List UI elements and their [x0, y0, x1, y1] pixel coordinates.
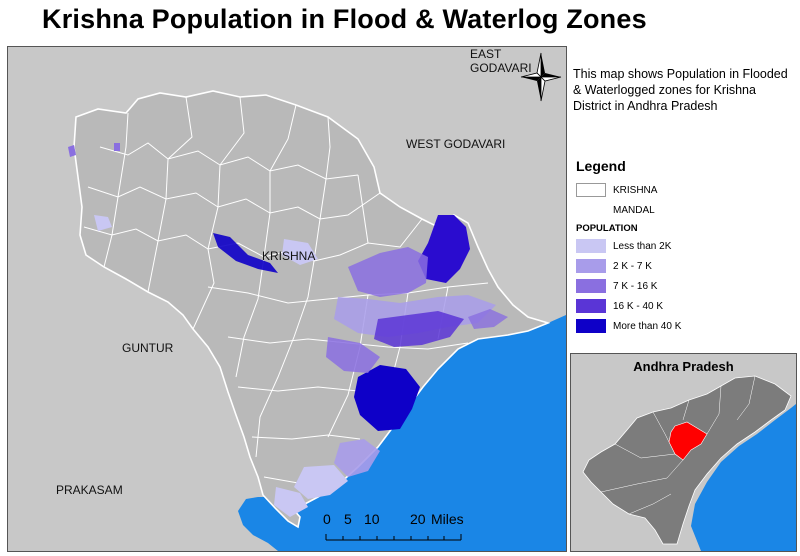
population-zones	[68, 143, 508, 517]
legend-title: Legend	[576, 158, 626, 174]
scale-tick-10: 10	[364, 511, 380, 527]
zone-less-than-2k	[294, 465, 348, 499]
legend-item-more-than-40k: More than 40 K	[576, 318, 681, 334]
legend-label: KRISHNA	[613, 184, 658, 196]
inset-district-boundaries	[600, 375, 756, 515]
inset-krishna-highlight	[668, 421, 708, 461]
legend-label: 7 K - 16 K	[613, 280, 658, 292]
scale-unit: Miles	[431, 511, 464, 527]
legend-label: 16 K - 40 K	[613, 300, 664, 312]
zone-7k-16k	[68, 145, 76, 157]
main-map-canvas	[8, 47, 566, 551]
legend-label: 2 K - 7 K	[613, 260, 652, 272]
zone-less-than-2k	[282, 239, 318, 265]
main-map[interactable]: EAST GODAVARI WEST GODAVARI KRISHNA GUNT…	[7, 46, 567, 552]
legend-item-krishna: KRISHNA	[576, 182, 657, 198]
zone-7k-16k	[114, 143, 120, 151]
scale-bar	[325, 534, 462, 541]
label-west-godavari: WEST GODAVARI	[406, 137, 506, 151]
bay-of-bengal	[238, 315, 566, 551]
legend-item-2k-7k: 2 K - 7 K	[576, 258, 652, 274]
scale-tick-5: 5	[344, 511, 352, 527]
label-krishna: KRISHNA	[262, 249, 316, 263]
zone-less-than-2k	[274, 487, 308, 517]
legend-item-less-than-2k: Less than 2K	[576, 238, 671, 254]
zone-more-than-40k	[418, 215, 470, 283]
legend-label: MANDAL	[613, 204, 655, 216]
scale-tick-20: 20	[410, 511, 426, 527]
north-arrow-icon	[520, 52, 562, 102]
legend-swatch-mandal	[576, 203, 606, 217]
legend-label: More than 40 K	[613, 320, 682, 332]
zone-7k-16k	[348, 247, 428, 297]
legend-swatch-more-than-40k	[576, 319, 606, 333]
legend-item-16k-40k: 16 K - 40 K	[576, 298, 663, 314]
zone-more-than-40k	[354, 365, 420, 431]
zone-more-than-40k	[213, 233, 278, 273]
legend-swatch-krishna	[576, 183, 606, 197]
zone-7k-16k	[468, 309, 508, 329]
map-description: This map shows Population in Flooded & W…	[573, 67, 788, 113]
zone-16k-40k	[374, 311, 464, 347]
legend-swatch-16k-40k	[576, 299, 606, 313]
legend-item-7k-16k: 7 K - 16 K	[576, 278, 657, 294]
scale-tick-0: 0	[323, 511, 331, 527]
zone-7k-16k	[326, 337, 380, 373]
legend-swatch-7k-16k	[576, 279, 606, 293]
inset-map-canvas	[571, 354, 796, 551]
inset-andhra-pradesh	[582, 375, 792, 545]
inset-sea	[691, 354, 796, 551]
inset-map[interactable]: Andhra Pradesh	[570, 353, 797, 552]
zone-2k-7k	[334, 439, 380, 477]
zone-less-than-2k	[94, 215, 112, 231]
legend-label: Less than 2K	[613, 240, 672, 252]
legend-item-mandal: MANDAL	[576, 202, 655, 218]
inset-title: Andhra Pradesh	[633, 359, 734, 374]
label-guntur: GUNTUR	[122, 341, 174, 355]
map-title: Krishna Population in Flood & Waterlog Z…	[42, 4, 647, 34]
legend-swatch-less-than-2k	[576, 239, 606, 253]
label-east-godavari: EAST GODAVARI	[470, 47, 532, 75]
legend-population-heading: POPULATION	[576, 223, 638, 234]
label-prakasam: PRAKASAM	[56, 483, 123, 497]
legend-swatch-2k-7k	[576, 259, 606, 273]
